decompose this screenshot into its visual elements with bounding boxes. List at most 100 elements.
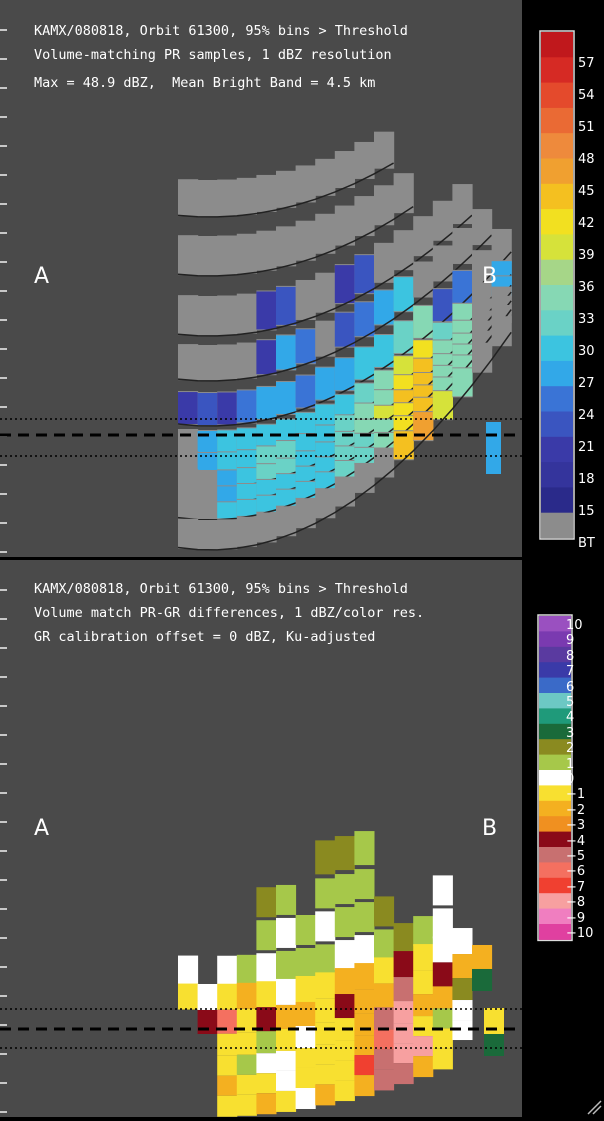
difference-sample: [393, 1023, 414, 1044]
colorbar-swatch: [539, 631, 571, 648]
colorbar-tick-label: 18: [578, 472, 595, 487]
reflectivity-sample: [334, 415, 355, 436]
difference-sample: [315, 840, 336, 875]
reflectivity-sample: [315, 442, 336, 459]
difference-sample: [236, 1008, 257, 1033]
colorbar-tick-label: 8: [566, 648, 575, 664]
difference-sample: [315, 972, 336, 999]
pr-samples-cross-section: [0, 0, 522, 557]
section-label-a: A: [34, 816, 50, 841]
reflectivity-sample: [197, 392, 218, 425]
reflectivity-sample: [236, 428, 257, 453]
reflectivity-sample: [354, 302, 375, 337]
beam-gate: [374, 185, 395, 226]
reflectivity-sample: [276, 474, 297, 491]
beam-gate: [334, 151, 355, 189]
colorbar-swatch: [539, 800, 571, 817]
reflectivity-sample: [295, 375, 316, 408]
colorbar-tick-label: 30: [578, 344, 595, 359]
beam-gate: [236, 233, 257, 274]
reflectivity-sample: [256, 340, 277, 375]
beam-gate: [178, 179, 199, 217]
beam-gate: [295, 279, 316, 320]
difference-sample: [432, 875, 453, 906]
reflectivity-sample: [432, 391, 453, 420]
colorbar-swatch: [541, 183, 573, 210]
difference-sample: [295, 947, 316, 978]
difference-sample: [432, 1048, 453, 1070]
difference-sample: [374, 983, 395, 1008]
reflectivity-sample: [217, 470, 238, 487]
beam-gate: [217, 519, 238, 550]
resize-grip-icon[interactable]: [582, 1095, 602, 1115]
difference-sample: [374, 1069, 395, 1091]
difference-sample: [432, 1028, 453, 1049]
colorbar-swatch: [541, 411, 573, 438]
colorbar-tick-label: 48: [578, 152, 595, 167]
reflectivity-sample: [354, 403, 375, 424]
difference-sample: [393, 951, 414, 978]
difference-sample: [354, 963, 375, 990]
beam-gate: [334, 205, 355, 246]
difference-sample: [413, 1056, 434, 1078]
difference-sample: [393, 1001, 414, 1024]
difference-sample: [256, 1053, 277, 1074]
beam-gate: [276, 170, 297, 208]
reflectivity-sample: [256, 424, 277, 449]
beam-gate: [472, 342, 493, 373]
reflectivity-sample: [236, 499, 257, 516]
difference-sample: [178, 983, 199, 1010]
colorbar-swatch: [539, 677, 571, 694]
difference-sample: [315, 911, 336, 942]
difference-sample: [217, 1033, 238, 1056]
sweep-boundary: [177, 214, 473, 337]
beam-gate: [295, 165, 316, 203]
difference-sample: [315, 1084, 336, 1106]
difference-sample: [276, 917, 297, 948]
difference-sample: [295, 1025, 316, 1048]
difference-colorbar-swatches: [537, 614, 573, 942]
beam-gate: [178, 295, 199, 336]
difference-sample: [413, 994, 434, 1017]
colorbar-tick-label: 3: [566, 725, 575, 741]
difference-sample: [354, 902, 375, 933]
beam-gate: [197, 295, 218, 336]
colorbar-swatch: [539, 770, 571, 786]
section-label-a: A: [34, 264, 50, 289]
colorbar-tick-label: 9: [566, 633, 575, 649]
colorbar-swatch: [539, 708, 571, 725]
header-line-2: Volume match PR-GR differences, 1 dBZ/co…: [34, 605, 425, 621]
reflectivity-sample: [217, 392, 238, 425]
colorbar-tick-label: 0: [566, 772, 575, 787]
difference-sample: [432, 962, 453, 987]
beam-gate: [178, 468, 199, 487]
colorbar-swatch: [539, 739, 571, 756]
colorbar-tick-label: −7: [566, 879, 586, 895]
colorbar-swatch: [541, 386, 573, 412]
difference-sample: [374, 929, 395, 960]
reflectivity-sample: [354, 447, 375, 464]
difference-sample: [236, 954, 257, 985]
reflectivity-sample: [236, 468, 257, 485]
difference-sample: [256, 953, 277, 984]
colorbar-frame: [539, 30, 575, 540]
difference-sample: [276, 978, 297, 1005]
beam-gate: [354, 196, 375, 237]
difference-sample: [354, 1013, 375, 1036]
difference-sample: [484, 1034, 504, 1056]
reflectivity-sample: [276, 489, 297, 506]
header-line-2: Volume-matching PR samples, 1 dBZ resolu…: [34, 47, 392, 63]
header-line-1: KAMX/080818, Orbit 61300, 95% bins > Thr…: [34, 23, 408, 39]
reflectivity-sample: [334, 446, 355, 463]
difference-sample: [334, 940, 355, 971]
difference-sample: [256, 1093, 277, 1115]
colorbar-tick-label: −2: [566, 802, 586, 818]
colorbar-tick-label: −6: [566, 864, 586, 880]
beam-gate: [452, 184, 473, 225]
beam-gate: [491, 316, 512, 347]
difference-sample: [452, 1000, 473, 1021]
difference-cross-section: [0, 560, 522, 1117]
colorbar-tick-label: 1: [566, 756, 575, 772]
difference-sample: [432, 908, 453, 939]
difference-sample: [472, 968, 493, 991]
